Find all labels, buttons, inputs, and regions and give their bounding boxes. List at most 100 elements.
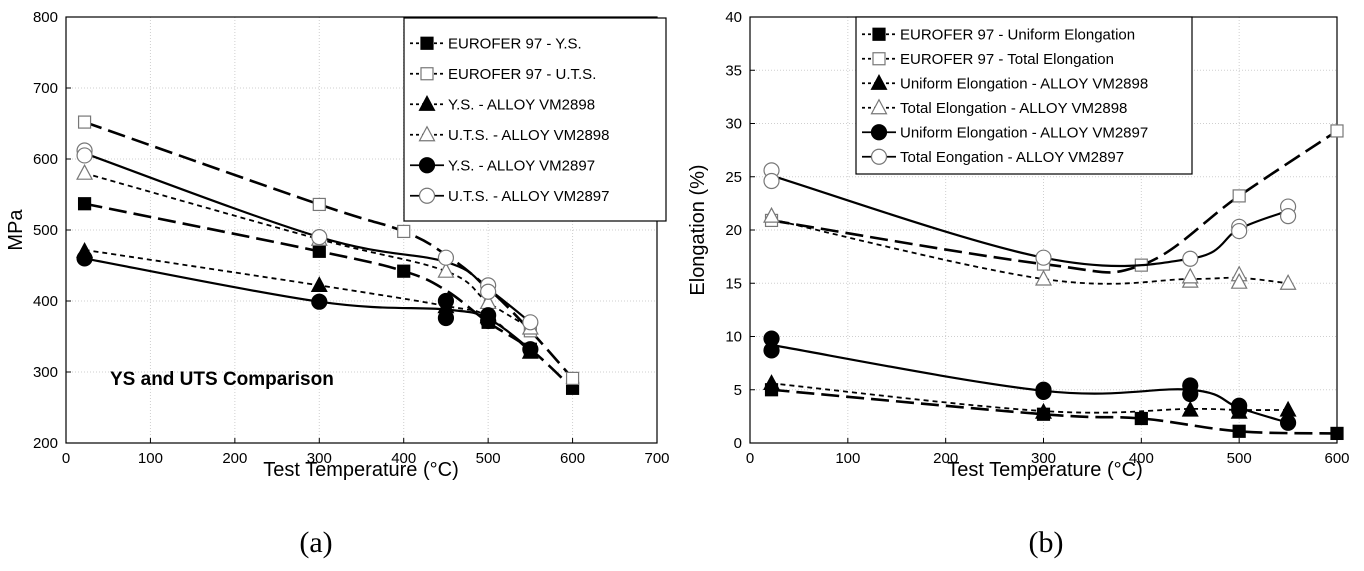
series-eurofer-97-y-s	[77, 197, 580, 395]
series-line	[771, 388, 1338, 435]
legend-item: EUROFER 97 - Y.S.	[410, 35, 582, 52]
data-point	[311, 229, 328, 246]
legend-item: U.T.S. - ALLOY VM2897	[410, 187, 609, 205]
data-point	[480, 307, 497, 324]
data-point	[397, 224, 411, 239]
series-total-elongation-alloy-vm2898	[763, 206, 1297, 290]
legend-marker	[870, 148, 888, 165]
y-tick-label: 400	[33, 293, 58, 310]
data-point	[1330, 426, 1344, 441]
series-line	[771, 174, 1289, 268]
legend-label: Total Eongation - ALLOY VM2897	[900, 149, 1124, 166]
x-tick-label: 700	[644, 450, 669, 467]
legend-label: Total Elongation - ALLOY VM2898	[900, 100, 1127, 117]
legend-item: Uniform Elongation - ALLOY VM2897	[862, 124, 1148, 141]
data-point	[437, 309, 455, 327]
x-tick-label: 500	[1227, 450, 1252, 467]
data-point	[1182, 250, 1199, 267]
data-point	[1181, 400, 1199, 417]
data-point	[76, 163, 94, 180]
series-u-t-s-alloy-vm2897	[76, 142, 539, 331]
y-tick-label: 800	[33, 9, 58, 26]
y-tick-label: 20	[725, 222, 742, 239]
series-line	[84, 120, 574, 380]
panel-label: (a)	[299, 526, 332, 559]
legend-marker	[872, 52, 886, 66]
legend-label: U.T.S. - ALLOY VM2898	[448, 127, 609, 144]
x-tick-label: 0	[62, 450, 70, 467]
x-tick-label: 600	[560, 450, 585, 467]
x-axis-label: Test Temperature (°C)	[263, 459, 458, 481]
chart-panel-a: 0 100 200 300 400 500 600 700 200 300 400 500 600 700…	[5, 9, 670, 559]
series-line	[84, 248, 531, 353]
x-tick-label: 300	[1031, 450, 1056, 467]
legend-label: Y.S. - ALLOY VM2898	[448, 96, 595, 113]
data-point	[1035, 249, 1052, 266]
y-tick-label: 35	[725, 62, 742, 79]
y-tick-label: 30	[725, 116, 742, 133]
chart-panel-b: 0 100 200 300 400 500 600 0 5 10 15 20 25 30 35 40 Test …	[687, 9, 1350, 559]
data-point	[480, 283, 497, 300]
legend-marker	[420, 36, 434, 50]
legend-label: EUROFER 97 - Total Elongation	[900, 51, 1114, 68]
y-tick-label: 500	[33, 222, 58, 239]
data-point	[522, 314, 539, 331]
data-point	[1279, 400, 1297, 417]
data-point	[1134, 411, 1148, 426]
legend-marker	[418, 157, 436, 174]
data-point	[763, 206, 781, 223]
data-point	[1034, 402, 1053, 419]
data-point	[522, 341, 539, 358]
y-axis-label: MPa	[5, 209, 27, 251]
series-line	[84, 202, 574, 390]
y-tick-label: 40	[725, 9, 742, 26]
data-point	[76, 250, 93, 267]
y-axis-label: Elongation (%)	[687, 164, 709, 295]
data-point	[77, 197, 92, 211]
data-point	[763, 342, 780, 359]
y-tick-label: 5	[734, 382, 742, 399]
data-point	[312, 244, 326, 258]
legend-box	[855, 16, 1193, 175]
data-point	[763, 374, 781, 390]
legend-marker	[418, 94, 436, 111]
series-line	[771, 218, 1289, 285]
data-point	[1231, 401, 1248, 419]
data-point	[1182, 385, 1199, 403]
data-point	[76, 147, 93, 164]
legend-box	[403, 17, 667, 222]
series-uniform-elongation-alloy-vm2898	[763, 374, 1297, 419]
data-point	[310, 276, 328, 292]
data-point	[1279, 414, 1297, 431]
legend-item: EUROFER 97 - U.T.S.	[410, 66, 596, 83]
x-tick-label: 600	[1324, 450, 1349, 467]
data-point	[1230, 272, 1248, 289]
legend-item: U.T.S. - ALLOY VM2898	[410, 125, 609, 144]
series-line	[771, 343, 1289, 424]
legend-label: EUROFER 97 - U.T.S.	[448, 66, 596, 83]
x-tick-label: 300	[307, 450, 332, 467]
legend: EUROFER 97 - Uniform Elongation EUROFER 9…	[855, 16, 1193, 175]
x-tick-label: 400	[391, 450, 416, 467]
y-tick-label: 300	[33, 364, 58, 381]
legend-marker	[418, 187, 436, 204]
data-point	[312, 197, 326, 212]
legend-label: Uniform Elongation - ALLOY VM2897	[900, 124, 1148, 141]
data-point	[1034, 269, 1053, 286]
data-point	[311, 293, 328, 310]
data-point	[1035, 383, 1052, 400]
x-tick-label: 100	[835, 450, 860, 467]
data-point	[565, 371, 580, 385]
legend-item: Total Elongation - ALLOY VM2898	[862, 98, 1127, 117]
data-point	[763, 172, 780, 190]
panel-label: (b)	[1029, 526, 1064, 559]
x-tick-label: 500	[476, 450, 501, 467]
data-point	[77, 115, 92, 129]
series-line	[771, 129, 1338, 274]
x-tick-label: 100	[138, 450, 163, 467]
y-tick-label: 700	[33, 80, 58, 97]
data-point	[1231, 222, 1248, 240]
legend-item: Y.S. - ALLOY VM2897	[410, 157, 595, 174]
series-uniform-elongation-alloy-vm2897	[763, 330, 1297, 431]
